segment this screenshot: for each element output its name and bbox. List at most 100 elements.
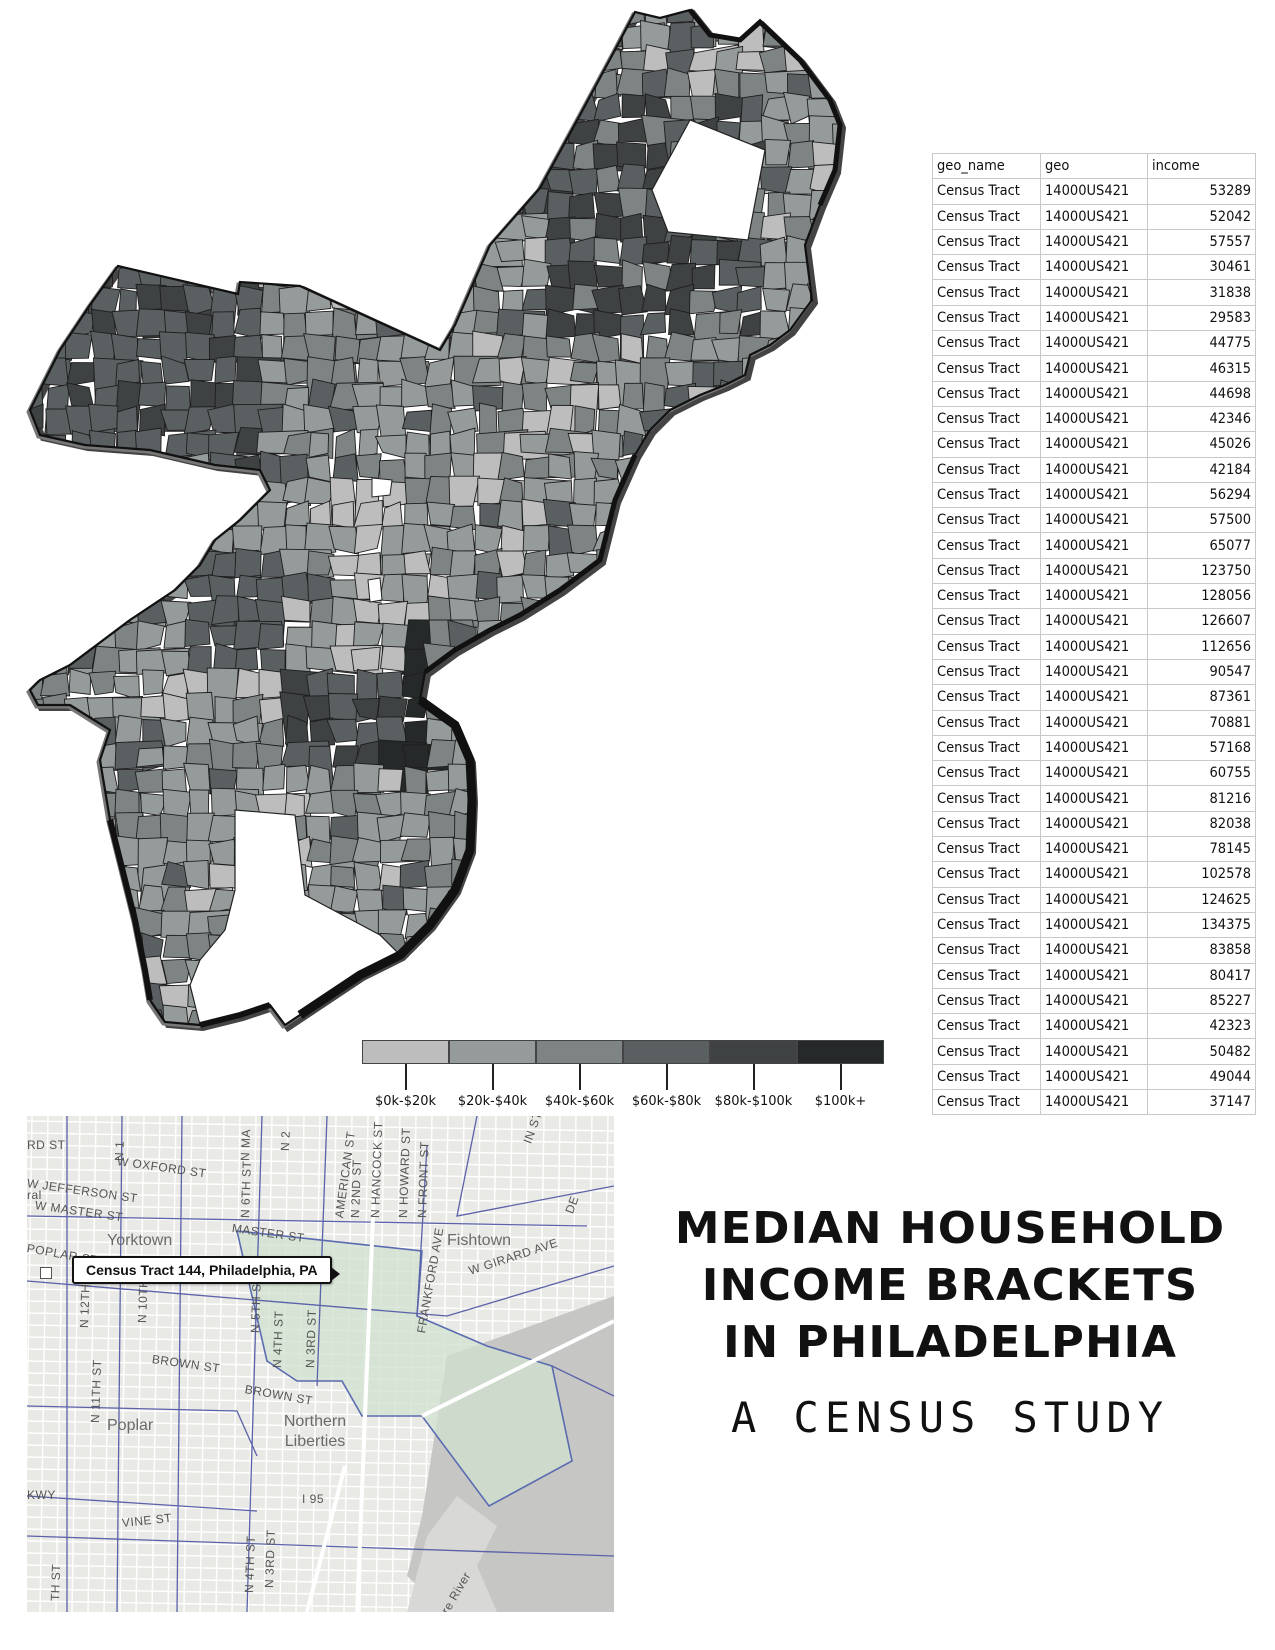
table-row: Census Tract 14000US421 70881 [932,709,1256,736]
census-tract [521,288,550,311]
census-tract [41,452,70,485]
census-tract [472,10,504,28]
table-row: Census Tract 14000US421 56294 [932,481,1256,509]
census-tract [331,69,385,97]
census-tract [766,433,789,457]
census-tract [111,237,141,266]
census-tract [594,746,622,772]
census-tract [594,620,624,653]
census-tract [160,94,193,124]
census-tract [617,838,646,892]
census-tract [688,739,714,769]
blank-tracts [189,119,766,1025]
census-tract [424,383,456,409]
census-tract [212,1032,239,1059]
census-tract [474,596,501,624]
census-tract [279,91,335,121]
census-tract [209,19,239,77]
census-tract [812,858,840,889]
census-tract [693,836,742,892]
census-tract [764,358,790,405]
census-tract [809,930,840,960]
census-tract [735,767,765,793]
census-tract [44,312,68,340]
census-tract [42,692,67,748]
census-tract [331,500,355,529]
census-tract [646,840,697,869]
income-cell: 65077 [1147,532,1256,559]
census-tract [620,986,647,1011]
census-tract [474,957,527,1012]
census-tract [327,1004,357,1025]
census-tract [66,1003,96,1025]
census-tract [64,475,118,507]
census-tract [666,234,693,265]
census-tract [638,861,668,890]
census-tract [89,213,119,244]
census-tract [716,498,743,531]
census-tract [759,934,789,964]
census-tract [834,745,840,770]
census-tract [663,864,697,891]
census-tract [472,43,528,73]
census-tract [834,908,840,962]
census-tract [545,335,572,358]
census-tract [282,143,308,172]
street-label: N 4TH ST [270,1310,286,1369]
table-row: Census Tract 14000US421 50482 [932,1038,1256,1065]
census-tract [280,595,311,623]
place-label: Poplar [107,1417,154,1434]
census-tract [497,407,527,434]
census-tract [160,355,190,385]
census-tract [616,931,648,985]
street-label: N 3RD ST [262,1529,279,1589]
census-tract [256,71,310,96]
census-tract [641,241,670,265]
census-tract [112,552,141,579]
street-label: N 3RD ST [303,1309,320,1369]
street-map[interactable]: W OXFORD ST W JEFFERSON ST W MASTER ST MAST… [27,1116,614,1612]
geo-cell: 14000US421 [1040,254,1148,281]
census-tract [282,476,312,507]
census-tract [30,787,45,818]
table-row: Census Tract 14000US421 82038 [932,810,1256,838]
census-tract [547,886,573,917]
census-tract [44,239,95,268]
census-tract [40,885,67,910]
location-marker-icon[interactable] [40,1267,52,1279]
census-tract [30,194,47,242]
geo-name-cell: Census Tract [932,405,1041,433]
census-tract [430,10,455,26]
census-tract [664,482,717,508]
census-tract [30,931,70,963]
census-tract [40,191,71,244]
census-tract [548,932,576,962]
geo-name-cell: Census Tract [932,962,1041,989]
census-tract [234,547,262,579]
census-tract [183,163,214,195]
census-tract [401,409,433,433]
geo-name-cell: Census Tract [932,481,1041,509]
census-tract [284,67,310,101]
census-tract [30,452,44,483]
census-tract [330,885,359,914]
table-header-row: geo_name geo income [932,152,1256,180]
census-tract [592,92,622,123]
census-tract [306,68,333,97]
waterfront [407,1496,497,1612]
census-tract [735,793,763,817]
census-tract [663,331,696,362]
census-tract [399,812,432,838]
census-tract [497,451,525,482]
census-tract [476,886,504,914]
census-tract [211,97,235,118]
census-tract [759,884,789,916]
census-tract [834,379,840,412]
census-tract [113,478,143,504]
census-tract [330,163,359,196]
legend-label: $60k-$80k [631,1094,702,1109]
legend-swatch [710,1040,797,1064]
census-tract [88,403,119,433]
census-tract [567,886,622,914]
census-tract [691,913,720,936]
